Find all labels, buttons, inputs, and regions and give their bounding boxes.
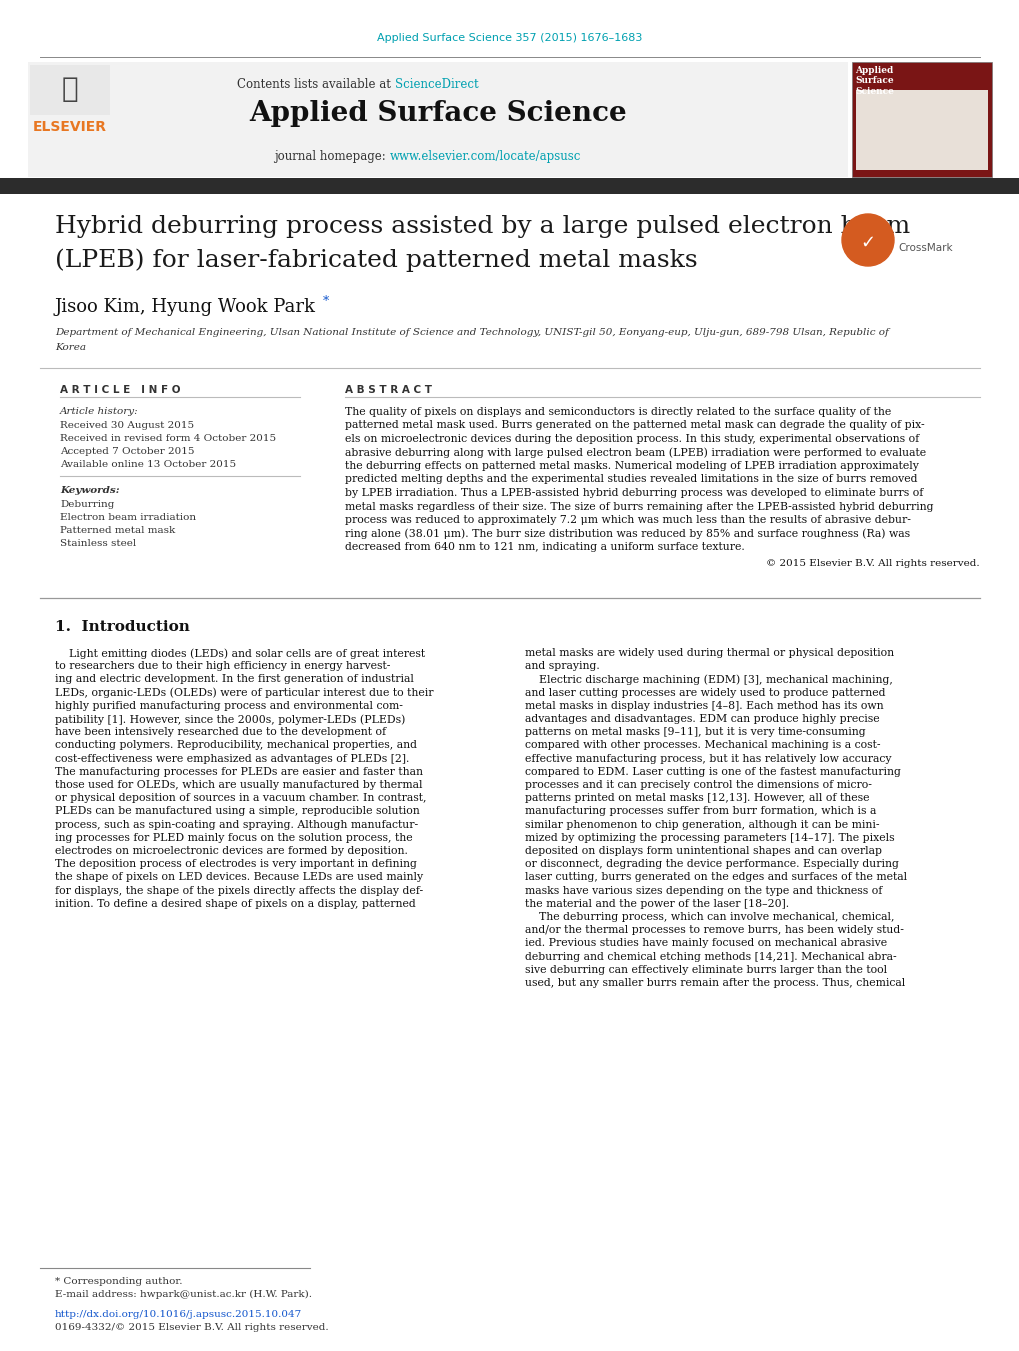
Text: conducting polymers. Reproducibility, mechanical properties, and: conducting polymers. Reproducibility, me… bbox=[55, 740, 417, 750]
Text: The quality of pixels on displays and semiconductors is directly related to the : The quality of pixels on displays and se… bbox=[344, 407, 891, 417]
Text: els on microelectronic devices during the deposition process. In this study, exp: els on microelectronic devices during th… bbox=[344, 434, 918, 444]
Text: and laser cutting processes are widely used to produce patterned: and laser cutting processes are widely u… bbox=[525, 688, 884, 697]
Text: Jisoo Kim, Hyung Wook Park: Jisoo Kim, Hyung Wook Park bbox=[55, 299, 316, 316]
Text: ing processes for PLED mainly focus on the solution process, the: ing processes for PLED mainly focus on t… bbox=[55, 832, 413, 843]
Text: Applied Surface Science: Applied Surface Science bbox=[249, 100, 627, 127]
Text: Deburring: Deburring bbox=[60, 500, 114, 509]
Text: laser cutting, burrs generated on the edges and surfaces of the metal: laser cutting, burrs generated on the ed… bbox=[525, 873, 906, 882]
Text: cost-effectiveness were emphasized as advantages of PLEDs [2].: cost-effectiveness were emphasized as ad… bbox=[55, 754, 409, 763]
Text: Electric discharge machining (EDM) [3], mechanical machining,: Electric discharge machining (EDM) [3], … bbox=[525, 674, 892, 685]
Text: LEDs, organic-LEDs (OLEDs) were of particular interest due to their: LEDs, organic-LEDs (OLEDs) were of parti… bbox=[55, 688, 433, 698]
Text: The deposition process of electrodes is very important in defining: The deposition process of electrodes is … bbox=[55, 859, 417, 869]
Text: Article history:: Article history: bbox=[60, 407, 139, 416]
Text: ied. Previous studies have mainly focused on mechanical abrasive: ied. Previous studies have mainly focuse… bbox=[525, 939, 887, 948]
Text: highly purified manufacturing process and environmental com-: highly purified manufacturing process an… bbox=[55, 701, 403, 711]
Text: ScienceDirect: ScienceDirect bbox=[394, 78, 478, 91]
Text: the material and the power of the laser [18–20].: the material and the power of the laser … bbox=[525, 898, 789, 909]
Circle shape bbox=[849, 216, 886, 253]
Text: the deburring effects on patterned metal masks. Numerical modeling of LPEB irrad: the deburring effects on patterned metal… bbox=[344, 461, 918, 471]
Text: advantages and disadvantages. EDM can produce highly precise: advantages and disadvantages. EDM can pr… bbox=[525, 713, 878, 724]
Text: www.elsevier.com/locate/apsusc: www.elsevier.com/locate/apsusc bbox=[389, 150, 581, 163]
Text: E-mail address: hwpark@unist.ac.kr (H.W. Park).: E-mail address: hwpark@unist.ac.kr (H.W.… bbox=[55, 1290, 312, 1300]
Text: Received 30 August 2015: Received 30 August 2015 bbox=[60, 422, 194, 430]
Text: metal masks in display industries [4–8]. Each method has its own: metal masks in display industries [4–8].… bbox=[525, 701, 882, 711]
Text: effective manufacturing process, but it has relatively low accuracy: effective manufacturing process, but it … bbox=[525, 754, 891, 763]
Text: ring alone (38.01 μm). The burr size distribution was reduced by 85% and surface: ring alone (38.01 μm). The burr size dis… bbox=[344, 528, 909, 539]
Text: by LPEB irradiation. Thus a LPEB-assisted hybrid deburring process was developed: by LPEB irradiation. Thus a LPEB-assiste… bbox=[344, 488, 922, 499]
Text: Applied
Surface
Science: Applied Surface Science bbox=[854, 66, 893, 96]
Text: 0169-4332/© 2015 Elsevier B.V. All rights reserved.: 0169-4332/© 2015 Elsevier B.V. All right… bbox=[55, 1323, 328, 1332]
Text: masks have various sizes depending on the type and thickness of: masks have various sizes depending on th… bbox=[525, 886, 881, 896]
Text: Hybrid deburring process assisted by a large pulsed electron beam: Hybrid deburring process assisted by a l… bbox=[55, 215, 909, 238]
Text: Electron beam irradiation: Electron beam irradiation bbox=[60, 513, 196, 521]
Text: Available online 13 October 2015: Available online 13 October 2015 bbox=[60, 459, 235, 469]
Text: Stainless steel: Stainless steel bbox=[60, 539, 137, 549]
Text: deburring and chemical etching methods [14,21]. Mechanical abra-: deburring and chemical etching methods [… bbox=[525, 951, 896, 962]
Text: The manufacturing processes for PLEDs are easier and faster than: The manufacturing processes for PLEDs ar… bbox=[55, 767, 423, 777]
Text: ELSEVIER: ELSEVIER bbox=[33, 120, 107, 134]
Text: processes and it can precisely control the dimensions of micro-: processes and it can precisely control t… bbox=[525, 780, 871, 790]
Text: metal masks regardless of their size. The size of burrs remaining after the LPEB: metal masks regardless of their size. Th… bbox=[344, 501, 932, 512]
Text: http://dx.doi.org/10.1016/j.apsusc.2015.10.047: http://dx.doi.org/10.1016/j.apsusc.2015.… bbox=[55, 1310, 302, 1319]
Text: patterned metal mask used. Burrs generated on the patterned metal mask can degra: patterned metal mask used. Burrs generat… bbox=[344, 420, 923, 431]
Text: compared to EDM. Laser cutting is one of the fastest manufacturing: compared to EDM. Laser cutting is one of… bbox=[525, 767, 900, 777]
Text: compared with other processes. Mechanical machining is a cost-: compared with other processes. Mechanica… bbox=[525, 740, 879, 750]
Text: Keywords:: Keywords: bbox=[60, 486, 119, 494]
Text: ing and electric development. In the first generation of industrial: ing and electric development. In the fir… bbox=[55, 674, 414, 685]
Text: 1.  Introduction: 1. Introduction bbox=[55, 620, 190, 634]
Text: Patterned metal mask: Patterned metal mask bbox=[60, 526, 175, 535]
Text: inition. To define a desired shape of pixels on a display, patterned: inition. To define a desired shape of pi… bbox=[55, 898, 416, 909]
Text: ✓: ✓ bbox=[860, 234, 874, 253]
Text: deposited on displays form unintentional shapes and can overlap: deposited on displays form unintentional… bbox=[525, 846, 881, 857]
Text: Department of Mechanical Engineering, Ulsan National Institute of Science and Te: Department of Mechanical Engineering, Ul… bbox=[55, 328, 888, 336]
Text: or disconnect, degrading the device performance. Especially during: or disconnect, degrading the device perf… bbox=[525, 859, 898, 869]
Text: © 2015 Elsevier B.V. All rights reserved.: © 2015 Elsevier B.V. All rights reserved… bbox=[765, 559, 979, 569]
Text: for displays, the shape of the pixels directly affects the display def-: for displays, the shape of the pixels di… bbox=[55, 886, 423, 896]
Text: similar phenomenon to chip generation, although it can be mini-: similar phenomenon to chip generation, a… bbox=[525, 820, 878, 830]
Text: patterns on metal masks [9–11], but it is very time-consuming: patterns on metal masks [9–11], but it i… bbox=[525, 727, 865, 738]
Text: process, such as spin-coating and spraying. Although manufactur-: process, such as spin-coating and sprayi… bbox=[55, 820, 418, 830]
Text: those used for OLEDs, which are usually manufactured by thermal: those used for OLEDs, which are usually … bbox=[55, 780, 422, 790]
Text: 🌲: 🌲 bbox=[61, 76, 78, 103]
FancyBboxPatch shape bbox=[855, 91, 987, 170]
Text: mized by optimizing the processing parameters [14–17]. The pixels: mized by optimizing the processing param… bbox=[525, 832, 894, 843]
Text: *: * bbox=[323, 295, 329, 308]
Text: Received in revised form 4 October 2015: Received in revised form 4 October 2015 bbox=[60, 434, 276, 443]
Text: Accepted 7 October 2015: Accepted 7 October 2015 bbox=[60, 447, 195, 457]
Text: decreased from 640 nm to 121 nm, indicating a uniform surface texture.: decreased from 640 nm to 121 nm, indicat… bbox=[344, 542, 744, 553]
Text: have been intensively researched due to the development of: have been intensively researched due to … bbox=[55, 727, 386, 738]
Text: abrasive deburring along with large pulsed electron beam (LPEB) irradiation were: abrasive deburring along with large puls… bbox=[344, 447, 925, 458]
Text: to researchers due to their high efficiency in energy harvest-: to researchers due to their high efficie… bbox=[55, 661, 390, 671]
Text: Contents lists available at: Contents lists available at bbox=[237, 78, 394, 91]
FancyBboxPatch shape bbox=[851, 62, 991, 177]
FancyBboxPatch shape bbox=[28, 62, 847, 177]
Text: CrossMark: CrossMark bbox=[897, 243, 952, 253]
FancyBboxPatch shape bbox=[0, 178, 1019, 195]
Text: electrodes on microelectronic devices are formed by deposition.: electrodes on microelectronic devices ar… bbox=[55, 846, 408, 857]
Text: and/or the thermal processes to remove burrs, has been widely stud-: and/or the thermal processes to remove b… bbox=[525, 925, 903, 935]
Text: patterns printed on metal masks [12,13]. However, all of these: patterns printed on metal masks [12,13].… bbox=[525, 793, 868, 804]
Text: metal masks are widely used during thermal or physical deposition: metal masks are widely used during therm… bbox=[525, 648, 894, 658]
Text: sive deburring can effectively eliminate burrs larger than the tool: sive deburring can effectively eliminate… bbox=[525, 965, 887, 975]
Text: (LPEB) for laser-fabricated patterned metal masks: (LPEB) for laser-fabricated patterned me… bbox=[55, 249, 697, 272]
FancyBboxPatch shape bbox=[30, 65, 110, 115]
Circle shape bbox=[841, 213, 893, 266]
Text: manufacturing processes suffer from burr formation, which is a: manufacturing processes suffer from burr… bbox=[525, 807, 875, 816]
Text: A B S T R A C T: A B S T R A C T bbox=[344, 385, 432, 394]
Text: the shape of pixels on LED devices. Because LEDs are used mainly: the shape of pixels on LED devices. Beca… bbox=[55, 873, 423, 882]
Text: process was reduced to approximately 7.2 μm which was much less than the results: process was reduced to approximately 7.2… bbox=[344, 515, 910, 526]
Text: and spraying.: and spraying. bbox=[525, 661, 599, 671]
Text: Korea: Korea bbox=[55, 343, 86, 353]
Text: used, but any smaller burrs remain after the process. Thus, chemical: used, but any smaller burrs remain after… bbox=[525, 978, 905, 988]
Text: Applied Surface Science 357 (2015) 1676–1683: Applied Surface Science 357 (2015) 1676–… bbox=[377, 32, 642, 43]
Text: Light emitting diodes (LEDs) and solar cells are of great interest: Light emitting diodes (LEDs) and solar c… bbox=[55, 648, 425, 658]
Text: predicted melting depths and the experimental studies revealed limitations in th: predicted melting depths and the experim… bbox=[344, 474, 917, 485]
Text: A R T I C L E   I N F O: A R T I C L E I N F O bbox=[60, 385, 180, 394]
Text: or physical deposition of sources in a vacuum chamber. In contrast,: or physical deposition of sources in a v… bbox=[55, 793, 426, 804]
Text: The deburring process, which can involve mechanical, chemical,: The deburring process, which can involve… bbox=[525, 912, 894, 921]
Text: patibility [1]. However, since the 2000s, polymer-LEDs (PLEDs): patibility [1]. However, since the 2000s… bbox=[55, 713, 405, 724]
Text: journal homepage:: journal homepage: bbox=[274, 150, 389, 163]
Text: PLEDs can be manufactured using a simple, reproducible solution: PLEDs can be manufactured using a simple… bbox=[55, 807, 420, 816]
Text: * Corresponding author.: * Corresponding author. bbox=[55, 1277, 182, 1286]
